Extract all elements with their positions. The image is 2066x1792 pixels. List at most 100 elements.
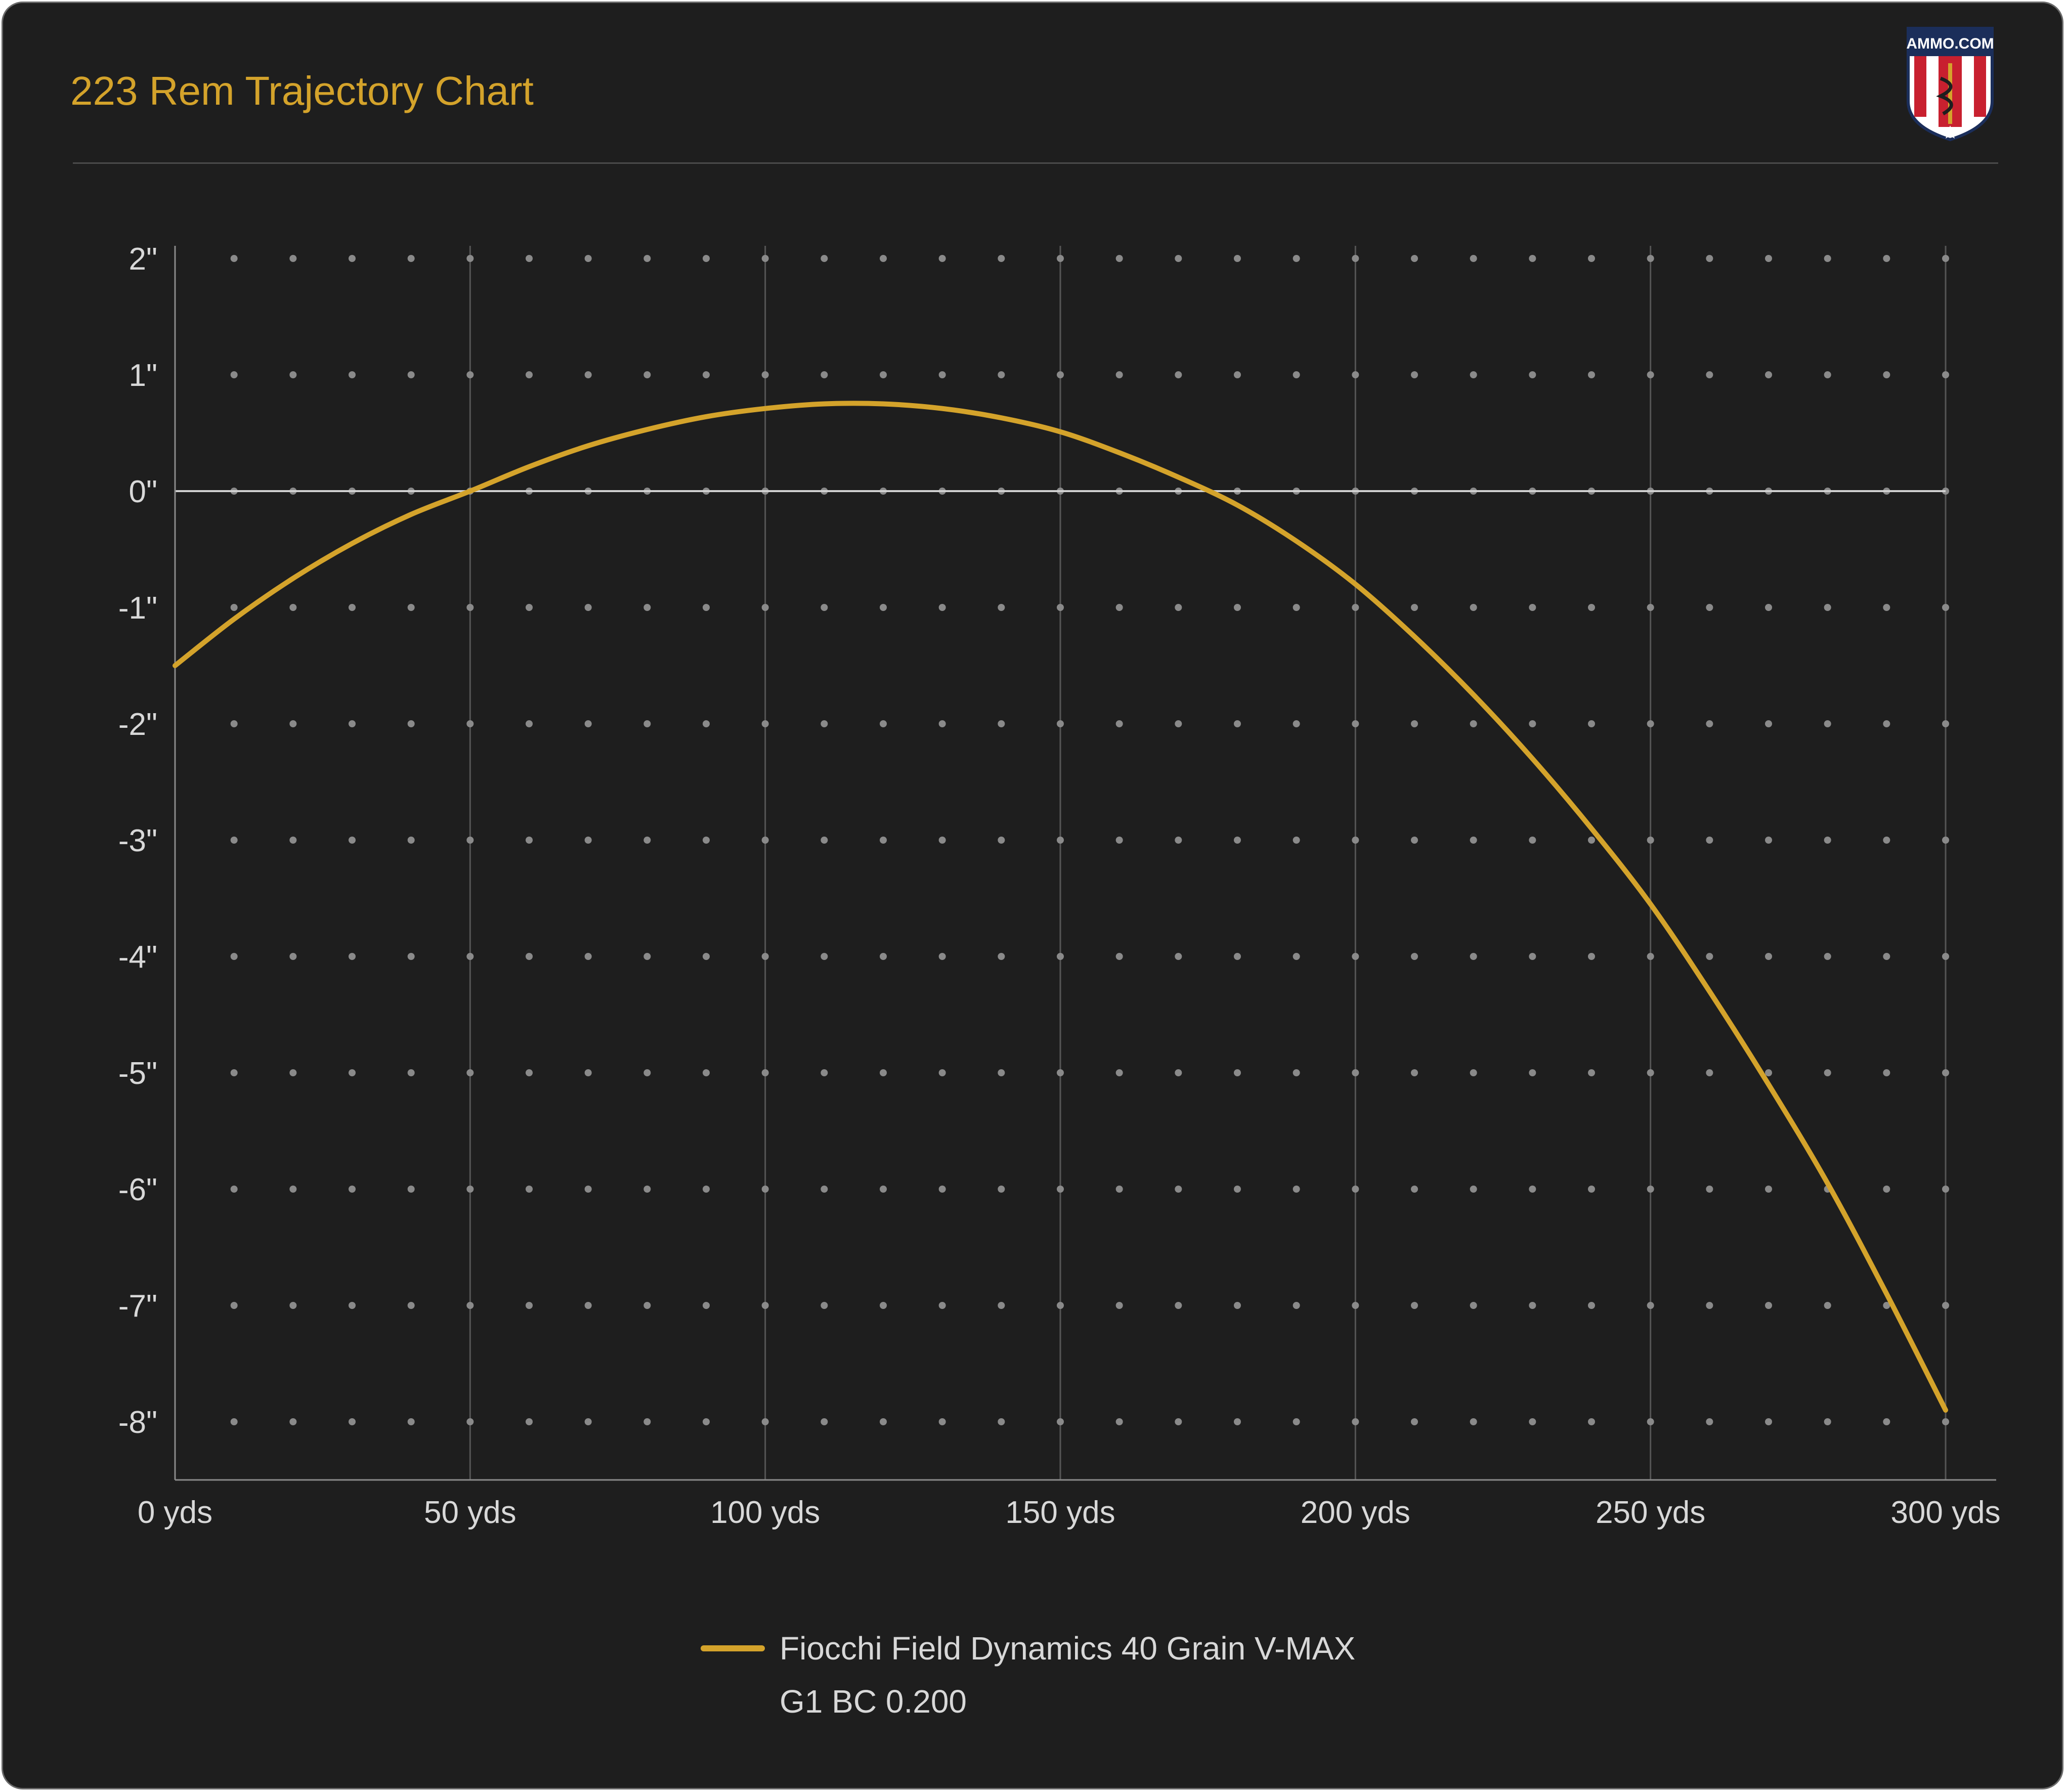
grid-dot	[1824, 371, 1831, 378]
grid-dot	[1588, 371, 1595, 378]
grid-dot	[349, 1418, 356, 1425]
grid-dot	[880, 1302, 887, 1309]
grid-dot	[1175, 604, 1182, 611]
grid-dot	[407, 255, 415, 262]
grid-dot	[1470, 1418, 1477, 1425]
grid-dot	[998, 953, 1005, 960]
chart-title: 223 Rem Trajectory Chart	[70, 68, 534, 113]
grid-dot	[1883, 1186, 1890, 1193]
grid-dot	[1765, 720, 1772, 727]
grid-dot	[1234, 604, 1241, 611]
grid-dot	[998, 1302, 1005, 1309]
grid-dot	[1293, 720, 1300, 727]
grid-dot	[584, 1418, 592, 1425]
grid-dot	[407, 371, 415, 378]
grid-dot	[938, 1069, 946, 1076]
grid-dot	[1883, 371, 1890, 378]
grid-dot	[1706, 953, 1713, 960]
grid-dot	[1293, 953, 1300, 960]
grid-dot	[1352, 1186, 1359, 1193]
grid-dot	[584, 720, 592, 727]
grid-dot	[1115, 953, 1123, 960]
grid-dot	[1234, 371, 1241, 378]
grid-dot	[407, 953, 415, 960]
grid-dot	[998, 1069, 1005, 1076]
grid-dot	[1883, 1302, 1890, 1309]
grid-dot	[407, 1186, 415, 1193]
grid-dot	[1115, 371, 1123, 378]
grid-dot	[1588, 1418, 1595, 1425]
grid-dot	[1647, 1069, 1654, 1076]
grid-dot	[1765, 1186, 1772, 1193]
x-tick-label: 0 yds	[138, 1495, 212, 1530]
grid-dot	[1175, 371, 1182, 378]
grid-dot	[1706, 837, 1713, 844]
y-tick-label: -6"	[118, 1172, 157, 1207]
grid-dot	[1942, 604, 1949, 611]
grid-dot	[643, 720, 651, 727]
grid-dot	[821, 720, 828, 727]
grid-dot	[703, 953, 710, 960]
grid-dot	[349, 1186, 356, 1193]
grid-dot	[1234, 837, 1241, 844]
grid-dot	[1588, 1302, 1595, 1309]
grid-dot	[289, 953, 297, 960]
grid-dot	[1411, 1186, 1418, 1193]
grid-dot	[349, 953, 356, 960]
grid-dot	[1706, 1069, 1713, 1076]
grid-dot	[1647, 953, 1654, 960]
grid-dot	[1942, 720, 1949, 727]
grid-dot	[1706, 371, 1713, 378]
grid-dot	[1883, 1069, 1890, 1076]
grid-dot	[1883, 255, 1890, 262]
y-tick-label: -4"	[118, 940, 157, 975]
grid-dot	[998, 1418, 1005, 1425]
grid-dot	[1529, 604, 1536, 611]
grid-dot	[349, 1069, 356, 1076]
grid-dot	[761, 371, 769, 378]
grid-dot	[643, 837, 651, 844]
title-divider	[73, 162, 1998, 164]
grid-dot	[880, 255, 887, 262]
grid-dot	[1293, 1418, 1300, 1425]
grid-dot	[1647, 720, 1654, 727]
grid-dot	[584, 837, 592, 844]
grid-dot	[349, 1302, 356, 1309]
grid-dot	[1352, 255, 1359, 262]
grid-dot	[1942, 1069, 1949, 1076]
grid-dot	[1175, 837, 1182, 844]
grid-dot	[1115, 837, 1123, 844]
grid-dot	[1234, 255, 1241, 262]
grid-dot	[526, 1418, 533, 1425]
grid-dot	[466, 837, 474, 844]
grid-dot	[821, 1186, 828, 1193]
grid-dot	[1706, 1418, 1713, 1425]
grid-dot	[1293, 604, 1300, 611]
grid-dot	[1529, 953, 1536, 960]
grid-dot	[1765, 371, 1772, 378]
grid-dot	[761, 604, 769, 611]
grid-dot	[1529, 371, 1536, 378]
grid-dot	[821, 1302, 828, 1309]
legend-bc: G1 BC 0.200	[780, 1683, 967, 1720]
grid-dot	[938, 953, 946, 960]
grid-dot	[1234, 953, 1241, 960]
grid-dot	[1942, 953, 1949, 960]
grid-dot	[938, 837, 946, 844]
grid-dot	[1115, 1069, 1123, 1076]
grid-dot	[1706, 1186, 1713, 1193]
grid-dot	[289, 720, 297, 727]
grid-dot	[1942, 255, 1949, 262]
grid-dot	[1588, 837, 1595, 844]
grid-dot	[1175, 1186, 1182, 1193]
grid-dot	[703, 255, 710, 262]
grid-dot	[1293, 371, 1300, 378]
legend-series-name: Fiocchi Field Dynamics 40 Grain V-MAX	[780, 1630, 1355, 1667]
grid-dot	[1352, 371, 1359, 378]
series-line	[173, 401, 1948, 1413]
grid-dot	[1057, 1069, 1064, 1076]
grid-dot	[643, 1186, 651, 1193]
grid-dot	[1942, 1302, 1949, 1309]
grid-dot	[1588, 1186, 1595, 1193]
grid-dot	[1647, 604, 1654, 611]
